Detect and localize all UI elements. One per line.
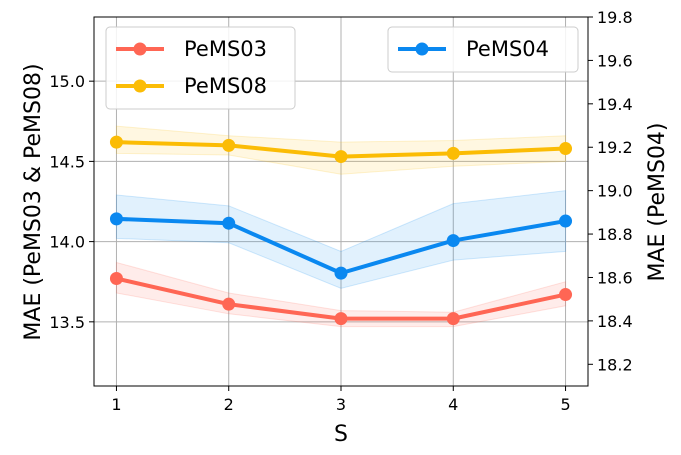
legend-left: PeMS03 PeMS08: [105, 26, 296, 110]
x-tick-label: 4: [448, 395, 458, 414]
y-right-tick-label: 18.4: [597, 312, 633, 331]
y-right-tick-label: 18.6: [597, 268, 633, 287]
x-tick-label: 1: [111, 395, 121, 414]
point-pems04: [559, 214, 573, 228]
point-pems08: [446, 146, 460, 160]
legend-label-pems04: PeMS04: [466, 37, 549, 61]
legend-box: [387, 26, 579, 73]
y-axis-right: 18.2 18.4 18.6 18.8 19.0 19.2 19.4 19.6 19.8: [588, 8, 633, 374]
y-axis-left: 13.5 14.0 14.5 15.0: [49, 72, 94, 332]
point-pems03: [334, 312, 348, 326]
point-pems08: [334, 150, 348, 164]
x-tick-label: 3: [336, 395, 346, 414]
y-right-tick-label: 19.8: [597, 8, 633, 27]
point-pems04: [446, 234, 460, 248]
y-left-tick-label: 14.5: [49, 152, 85, 171]
legend-label-pems08: PeMS08: [184, 74, 267, 98]
legend-marker-pems08: [133, 79, 147, 93]
point-pems03: [559, 288, 573, 302]
legend-marker-pems04: [415, 42, 429, 56]
y-right-tick-label: 19.0: [597, 182, 633, 201]
y-left-tick-label: 14.0: [49, 233, 85, 252]
legend-label-pems03: PeMS03: [184, 37, 267, 61]
y-right-tick-label: 19.4: [597, 95, 633, 114]
legend-right: PeMS04: [387, 26, 579, 73]
y-right-tick-label: 18.2: [597, 355, 633, 374]
point-pems03: [222, 297, 236, 311]
point-pems08: [559, 142, 573, 156]
y-axis-left-label: MAE (PeMS03 & PeMS08): [21, 63, 46, 340]
point-pems03: [109, 272, 123, 286]
x-axis-label: S: [334, 422, 348, 447]
legend-marker-pems03: [133, 42, 147, 56]
point-pems08: [109, 135, 123, 149]
y-right-tick-label: 18.8: [597, 225, 633, 244]
point-pems04: [109, 212, 123, 226]
point-pems04: [222, 216, 236, 230]
x-tick-label: 2: [224, 395, 234, 414]
point-pems03: [446, 312, 460, 326]
x-tick-label: 5: [560, 395, 570, 414]
point-pems04: [334, 266, 348, 280]
y-right-tick-label: 19.6: [597, 51, 633, 70]
y-right-tick-label: 19.2: [597, 138, 633, 157]
y-axis-right-label: MAE (PeMS04): [645, 122, 670, 281]
y-left-tick-label: 15.0: [49, 72, 85, 91]
point-pems08: [222, 138, 236, 152]
y-left-tick-label: 13.5: [49, 313, 85, 332]
x-axis: 1 2 3 4 5: [111, 386, 571, 414]
band-pems04: [115, 190, 567, 289]
series-points: [109, 135, 573, 326]
